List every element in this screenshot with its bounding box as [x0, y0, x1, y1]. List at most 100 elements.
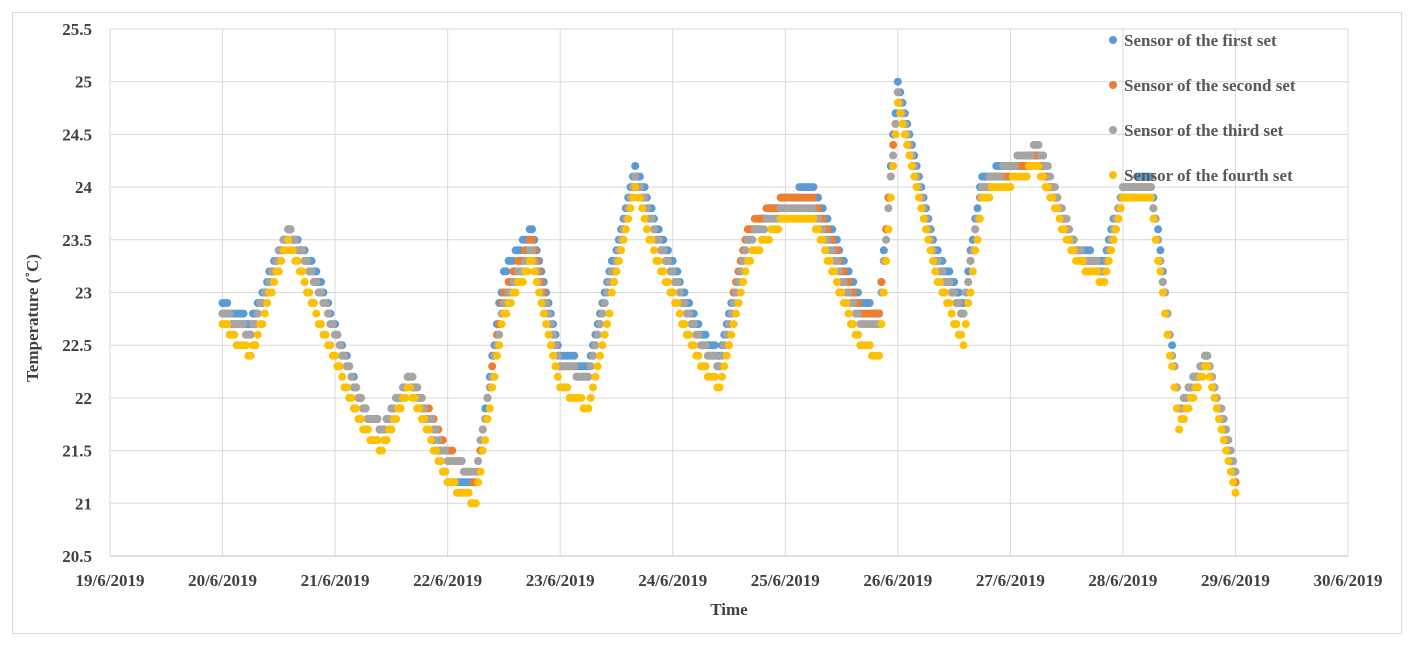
- data-point: [886, 172, 895, 181]
- data-point: [619, 235, 628, 244]
- data-point: [954, 299, 963, 307]
- data-point: [966, 288, 975, 297]
- data-point: [492, 351, 501, 360]
- data-point: [882, 256, 891, 265]
- data-point: [809, 193, 818, 202]
- data-point: [427, 415, 436, 423]
- data-point: [875, 309, 884, 318]
- data-point: [729, 320, 738, 329]
- legend-marker: [1109, 36, 1117, 44]
- data-point: [242, 341, 250, 350]
- data-point: [1231, 488, 1240, 497]
- data-point: [230, 330, 239, 339]
- y-tick-label: 22: [75, 389, 92, 408]
- data-point: [1210, 393, 1219, 402]
- data-point: [654, 235, 663, 244]
- data-point: [317, 320, 325, 329]
- data-point: [1198, 372, 1207, 381]
- data-point: [303, 256, 311, 265]
- data-point: [495, 341, 504, 350]
- data-point: [828, 246, 837, 255]
- data-point: [673, 299, 682, 307]
- data-point: [875, 351, 884, 360]
- data-point: [300, 278, 309, 286]
- data-point: [1217, 425, 1226, 434]
- x-tick-label: 20/6/2019: [188, 571, 257, 590]
- data-point: [936, 278, 944, 286]
- data-point: [741, 246, 750, 255]
- data-point: [931, 267, 940, 276]
- data-point: [321, 330, 330, 339]
- data-point: [253, 309, 262, 318]
- data-point: [528, 246, 536, 255]
- data-point: [591, 341, 600, 350]
- data-point: [865, 341, 874, 350]
- data-point: [537, 299, 546, 307]
- data-point: [879, 288, 888, 297]
- data-point: [1046, 172, 1055, 181]
- data-point: [647, 214, 656, 223]
- legend-label: Sensor of the fourth set: [1124, 166, 1293, 185]
- data-point: [1062, 214, 1071, 223]
- legend-label: Sensor of the third set: [1124, 121, 1284, 140]
- data-point: [832, 256, 841, 265]
- data-point: [1093, 256, 1102, 265]
- x-tick-label: 29/6/2019: [1201, 571, 1270, 590]
- data-point: [1050, 183, 1059, 192]
- data-point: [631, 183, 640, 192]
- data-point: [710, 372, 719, 381]
- data-point: [879, 246, 888, 255]
- data-point: [689, 320, 698, 329]
- data-point: [396, 404, 405, 413]
- y-tick-label: 22.5: [62, 336, 92, 355]
- data-point: [258, 320, 267, 329]
- data-point: [642, 225, 651, 234]
- data-point: [985, 193, 994, 202]
- data-point: [1034, 140, 1043, 149]
- data-point: [1149, 214, 1158, 223]
- series-sensor-of-the-third-set: [218, 88, 1240, 476]
- data-point: [563, 383, 572, 392]
- data-point: [239, 320, 248, 329]
- data-point: [483, 393, 492, 402]
- data-point: [945, 278, 954, 286]
- data-point: [535, 288, 544, 297]
- data-point: [839, 278, 848, 286]
- data-point: [284, 235, 293, 244]
- y-tick-label: 24.5: [62, 125, 92, 144]
- data-point: [945, 267, 954, 276]
- data-point: [680, 320, 689, 329]
- data-point: [570, 351, 579, 360]
- data-point: [542, 320, 551, 329]
- data-point: [914, 193, 923, 202]
- data-point: [312, 309, 321, 318]
- data-point: [893, 88, 902, 97]
- data-point: [718, 372, 726, 381]
- data-point: [596, 320, 604, 329]
- data-point: [532, 278, 541, 286]
- series-sensor-of-the-first-set: [218, 77, 1240, 487]
- data-point: [720, 362, 729, 371]
- data-point: [481, 436, 490, 445]
- data-point: [673, 278, 682, 286]
- data-point: [488, 383, 497, 392]
- data-point: [907, 162, 916, 170]
- data-point: [450, 478, 459, 487]
- legend: Sensor of the first set Sensor of the sec…: [1109, 31, 1296, 185]
- data-points: [218, 77, 1240, 508]
- data-point: [774, 225, 783, 234]
- data-point: [725, 341, 733, 350]
- data-point: [223, 299, 232, 307]
- data-point: [1189, 393, 1198, 402]
- data-point: [884, 225, 893, 234]
- data-point: [701, 341, 710, 350]
- data-point: [1154, 225, 1163, 234]
- data-point: [544, 330, 553, 339]
- legend-label: Sensor of the second set: [1124, 76, 1296, 95]
- data-point: [973, 235, 982, 244]
- data-point: [331, 351, 340, 360]
- data-point: [668, 288, 677, 297]
- data-point: [659, 246, 668, 255]
- data-point: [732, 309, 740, 318]
- data-point: [464, 488, 473, 497]
